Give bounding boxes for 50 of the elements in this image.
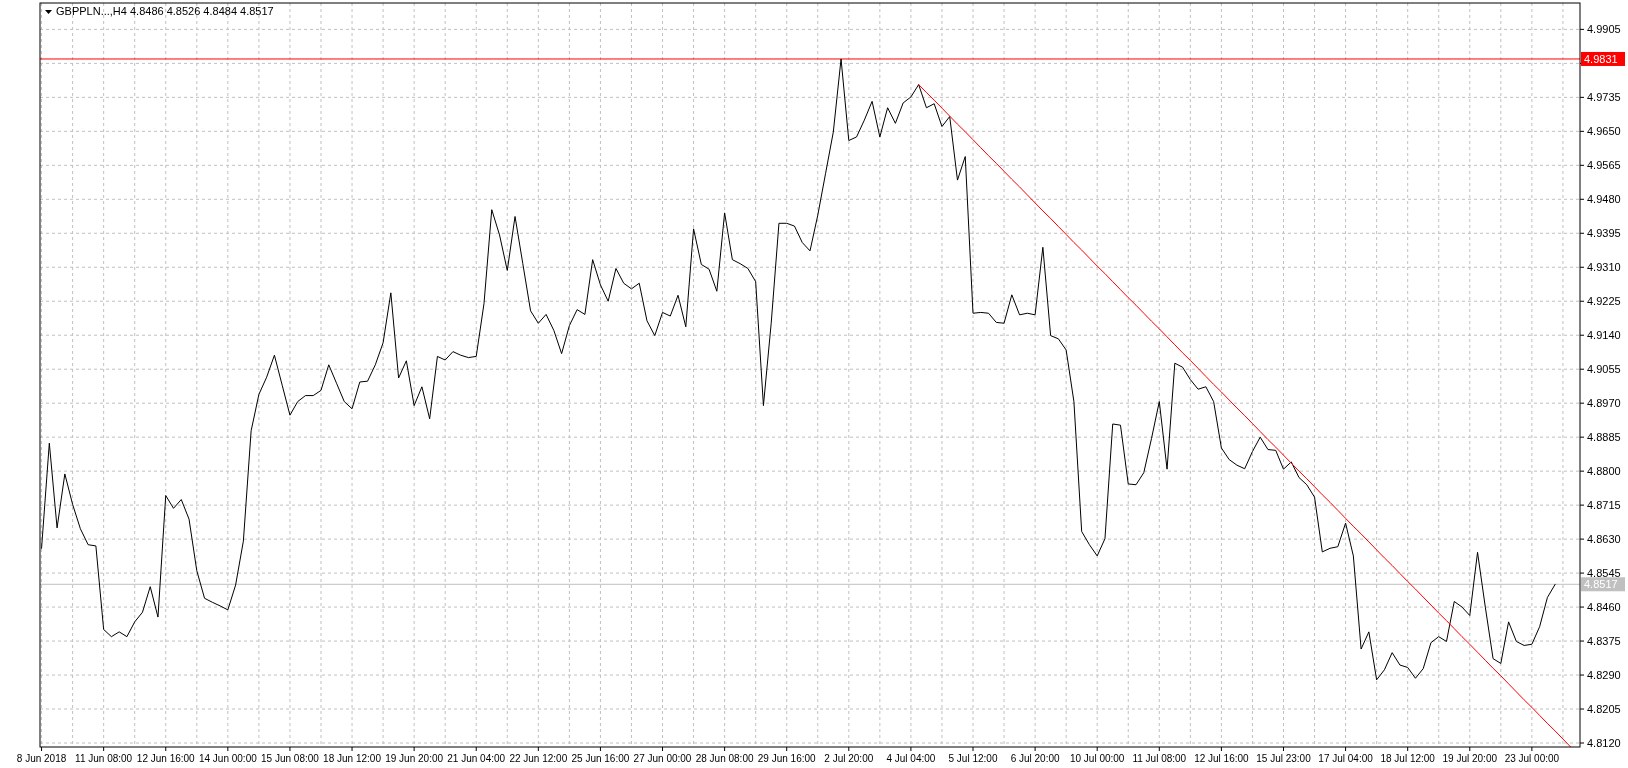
- x-tick-label: 12 Jul 16:00: [1194, 753, 1250, 764]
- y-tick-label: 4.9650: [1587, 125, 1621, 138]
- y-tick-label: 4.9395: [1587, 227, 1621, 240]
- x-tick-label: 22 Jun 12:00: [509, 753, 568, 764]
- x-tick-label: 14 Jun 00:00: [198, 753, 258, 764]
- x-tick-label: 19 Jul 20:00: [1442, 753, 1498, 764]
- chart-title: GBPPLN...,H4 4.8486 4.8526 4.8484 4.8517: [56, 5, 274, 17]
- x-tick-label: 15 Jul 23:00: [1256, 753, 1312, 764]
- y-tick-label: 4.9480: [1587, 193, 1621, 206]
- ref-line-label: 4.9831: [1584, 52, 1618, 65]
- y-tick-label: 4.9565: [1587, 159, 1621, 172]
- y-tick-label: 4.8290: [1587, 668, 1621, 681]
- x-tick-label: 12 Jun 16:00: [136, 753, 196, 764]
- y-tick-label: 4.8715: [1587, 498, 1621, 511]
- x-tick-label: 11 Jul 08:00: [1132, 753, 1187, 764]
- y-tick-label: 4.8460: [1587, 600, 1621, 613]
- x-tick-label: 18 Jul 12:00: [1380, 753, 1436, 764]
- x-tick-label: 11 Jun 08:00: [75, 753, 133, 764]
- x-tick-label: 19 Jun 20:00: [385, 753, 444, 764]
- y-tick-label: 4.9055: [1587, 363, 1621, 376]
- x-tick-label: 15 Jun 08:00: [261, 753, 320, 764]
- x-tick-label: 29 Jun 16:00: [757, 753, 817, 764]
- x-tick-label: 25 Jun 16:00: [571, 753, 630, 764]
- x-tick-label: 5 Jul 12:00: [948, 753, 998, 764]
- x-tick-label: 21 Jun 04:00: [447, 753, 506, 764]
- x-tick-label: 10 Jul 00:00: [1069, 753, 1125, 764]
- y-tick-label: 4.8120: [1587, 736, 1621, 749]
- x-tick-label: 18 Jun 12:00: [323, 753, 382, 764]
- y-tick-label: 4.8800: [1587, 465, 1621, 477]
- line-series: [918, 84, 1572, 747]
- ref-line-label: 4.8517: [1584, 578, 1618, 591]
- x-tick-label: 23 Jul 00:00: [1504, 753, 1560, 764]
- y-tick-label: 4.8630: [1587, 532, 1621, 545]
- y-tick-label: 4.8545: [1587, 566, 1621, 579]
- x-tick-label: 27 Jun 00:00: [633, 753, 692, 764]
- y-tick-label: 4.9140: [1587, 329, 1621, 342]
- x-tick-label: 6 Jul 20:00: [1010, 753, 1060, 764]
- x-tick-label: 8 Jun 2018: [16, 753, 67, 764]
- y-tick-label: 4.9225: [1587, 295, 1621, 308]
- x-tick-label: 2 Jul 20:00: [824, 753, 874, 764]
- x-tick-label: 28 Jun 08:00: [695, 753, 754, 764]
- x-tick-label: 4 Jul 04:00: [886, 753, 936, 764]
- x-tick-label: 17 Jul 04:00: [1318, 753, 1374, 764]
- y-tick-label: 4.8885: [1587, 431, 1621, 444]
- y-tick-label: 4.8970: [1587, 397, 1621, 410]
- y-tick-label: 4.9310: [1587, 261, 1621, 274]
- y-tick-label: 4.9905: [1587, 23, 1621, 36]
- y-tick-label: 4.9735: [1587, 91, 1621, 104]
- y-tick-label: 4.8375: [1587, 634, 1621, 647]
- y-tick-label: 4.8205: [1587, 702, 1621, 715]
